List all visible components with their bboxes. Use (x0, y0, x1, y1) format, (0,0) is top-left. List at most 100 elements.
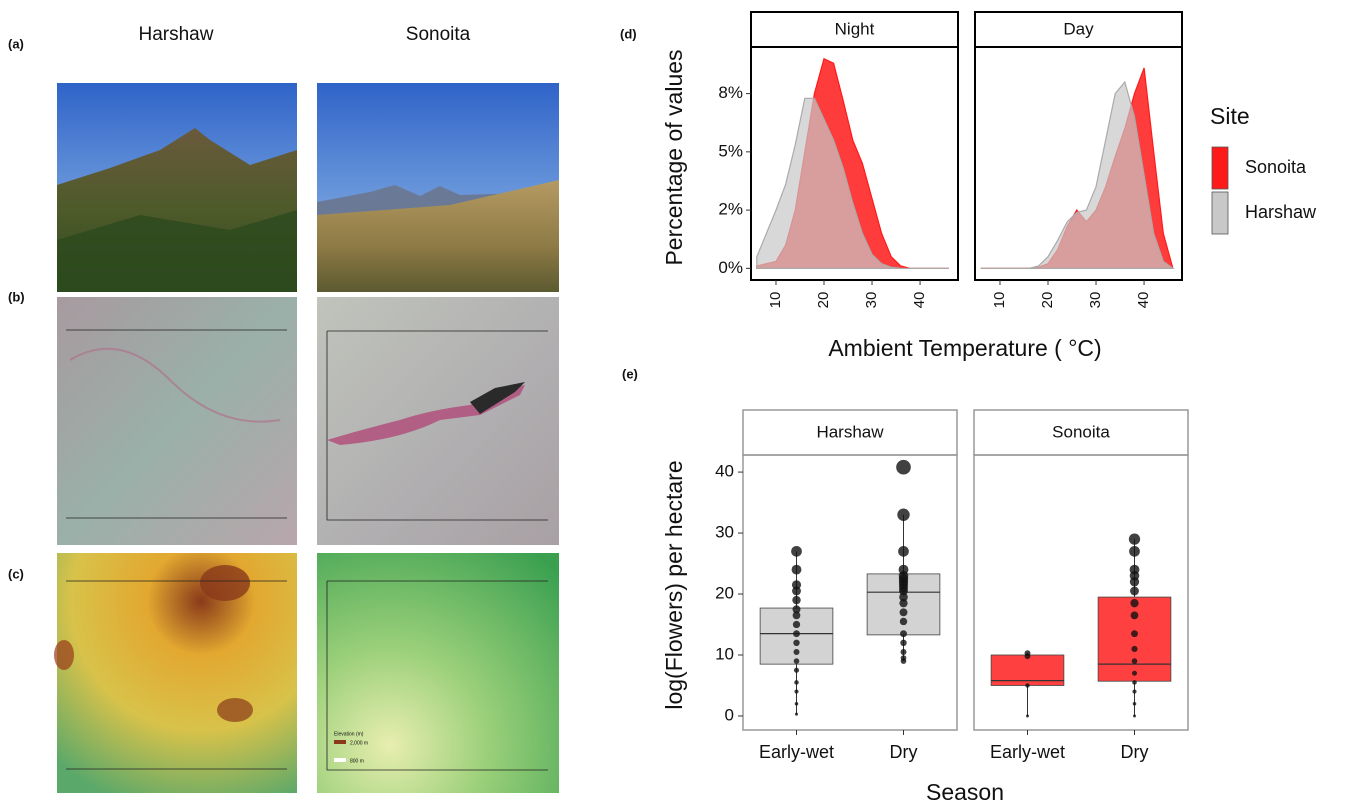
y-tick-label: 2% (718, 200, 743, 219)
photo-harshaw (57, 83, 297, 292)
point (793, 639, 800, 647)
facet-title: Night (835, 19, 875, 38)
y-axis-title: Percentage of values (661, 49, 687, 265)
x-tick-label: Early-wet (990, 742, 1065, 762)
point (1132, 670, 1137, 676)
point (1130, 599, 1139, 608)
column-title: Harshaw (139, 24, 214, 45)
dem-sonoita: Elevation (m) 2,000 m 800 m (317, 553, 559, 793)
facet-title: Sonoita (1052, 422, 1110, 441)
legend-title: Site (1210, 103, 1250, 129)
point (794, 701, 799, 706)
facet-strip (973, 409, 1189, 456)
y-tick-label: 20 (715, 584, 734, 603)
y-tick-label: 30 (715, 523, 734, 542)
point (896, 459, 911, 475)
y-tick-label: 8% (718, 83, 743, 102)
point (792, 595, 801, 605)
point (791, 545, 802, 557)
point (899, 592, 908, 602)
point (897, 508, 910, 521)
point (1132, 701, 1137, 706)
density-area (756, 97, 949, 269)
point (793, 667, 800, 673)
point (793, 648, 800, 655)
x-tick-label: 30 (1087, 292, 1104, 309)
legend-key (1211, 146, 1229, 190)
map-sonoita (317, 297, 559, 545)
point (791, 580, 802, 590)
x-tick-label: Early-wet (759, 742, 834, 762)
x-tick-label: Dry (890, 742, 918, 762)
map-legend-title: Elevation (m) (334, 731, 364, 737)
point (899, 617, 908, 626)
point (1133, 714, 1136, 718)
dem-harshaw (54, 553, 297, 793)
facet-title: Day (1063, 19, 1094, 38)
x-tick-label: 40 (911, 292, 928, 309)
point (794, 689, 799, 694)
point (1129, 577, 1140, 587)
point (793, 630, 800, 638)
point (1130, 586, 1139, 596)
point (1025, 683, 1030, 688)
x-tick-label: 10 (991, 292, 1008, 309)
legend-label: Harshaw (1245, 202, 1317, 222)
point (1131, 658, 1138, 664)
legend-key (1211, 191, 1229, 235)
panel-border (973, 454, 1189, 731)
point (792, 611, 801, 620)
point (1131, 630, 1138, 638)
point (900, 630, 907, 638)
point (792, 620, 801, 629)
panel-border (974, 46, 1183, 281)
box (1097, 596, 1172, 682)
panel-border (742, 454, 958, 731)
point (792, 605, 801, 614)
point (1132, 689, 1137, 694)
point (794, 712, 799, 716)
facet-title: Harshaw (816, 422, 884, 441)
point (1129, 545, 1140, 557)
point (794, 680, 799, 685)
point (792, 586, 801, 596)
point (899, 586, 908, 596)
x-tick-label: 30 (863, 292, 880, 309)
point (1128, 533, 1141, 545)
y-tick-label: 0 (725, 705, 734, 724)
point (900, 658, 907, 664)
x-tick-label: Dry (1121, 742, 1149, 762)
y-tick-label: 40 (715, 462, 734, 481)
y-axis-title: log(Flowers) per hectare (661, 460, 687, 709)
map-legend-label: 2,000 m (350, 740, 368, 746)
point (1024, 653, 1031, 660)
left-panels: (a) (b) (c) Harshaw Sonoita (8, 24, 559, 793)
point (898, 545, 909, 557)
panel-label: (a) (8, 36, 24, 51)
photo-sonoita (317, 83, 559, 292)
x-axis-title: Ambient Temperature ( °C) (828, 335, 1101, 361)
y-tick-label: 0% (718, 258, 743, 277)
x-axis-title: Season (926, 779, 1004, 805)
x-tick-label: 40 (1135, 292, 1152, 309)
point (1132, 680, 1137, 685)
point (1026, 714, 1029, 718)
point (900, 639, 907, 647)
panel-label: (e) (622, 366, 638, 381)
point (899, 608, 908, 617)
panel-border (750, 46, 959, 281)
y-tick-label: 5% (718, 141, 743, 160)
x-tick-label: 20 (1039, 292, 1056, 309)
point (1131, 645, 1138, 652)
panel-label: (c) (8, 566, 24, 581)
y-tick-label: 10 (715, 644, 734, 663)
point (791, 564, 802, 575)
map-legend-label: 800 m (350, 758, 364, 764)
point (1130, 611, 1139, 620)
panel-label: (b) (8, 289, 25, 304)
density-area (980, 80, 1175, 269)
point (900, 648, 907, 655)
column-title: Sonoita (406, 24, 471, 45)
x-tick-label: 20 (815, 292, 832, 309)
